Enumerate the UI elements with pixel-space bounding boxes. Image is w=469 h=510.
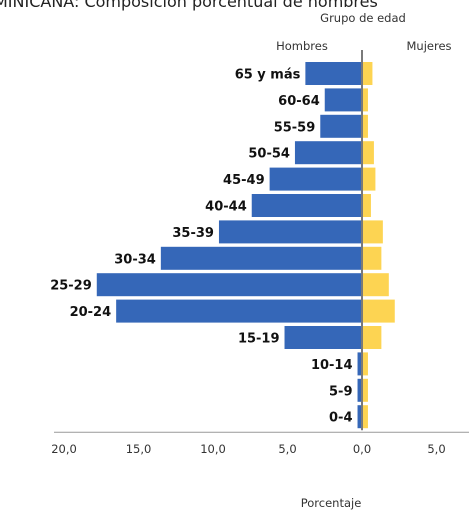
bar-hombres-13	[357, 405, 362, 429]
bar-hombres-10	[284, 326, 362, 349]
category-label-8: 25-29	[50, 279, 92, 294]
chart-subtitle: Grupo de edad	[320, 11, 406, 25]
bar-hombres-4	[269, 167, 362, 191]
category-label-12: 5-9	[329, 384, 353, 399]
category-label-1: 60-64	[278, 94, 320, 109]
bar-mujeres-6	[362, 220, 383, 244]
bar-hombres-0	[305, 62, 362, 85]
x-tick-labels-group: 20,0 15,0 10,0 5,0 0,0 5,0	[51, 442, 445, 456]
category-labels-group: 65 y más 60-64 55-59 50-54 45-49 40-44 35-39 30…	[50, 68, 352, 426]
bar-mujeres-4	[362, 167, 376, 191]
x-tick-label-3: 5,0	[278, 442, 296, 456]
bar-hombres-3	[294, 141, 362, 165]
bar-mujeres-1	[362, 88, 368, 112]
x-tick-label-5: 5,0	[427, 442, 445, 456]
category-label-5: 40-44	[205, 200, 247, 215]
bar-mujeres-0	[362, 62, 373, 85]
bar-hombres-12	[357, 378, 362, 402]
bar-hombres-11	[357, 352, 362, 376]
bar-mujeres-11	[362, 352, 368, 376]
bar-mujeres-12	[362, 378, 368, 402]
bar-mujeres-2	[362, 114, 368, 138]
bar-mujeres-10	[362, 326, 382, 349]
x-tick-label-0: 20,0	[51, 442, 77, 456]
category-label-10: 15-19	[238, 332, 280, 347]
bar-hombres-2	[320, 114, 362, 138]
bar-hombres-1	[324, 88, 362, 112]
category-label-0: 65 y más	[235, 68, 301, 83]
bar-mujeres-8	[362, 273, 389, 297]
bars-group	[96, 62, 395, 429]
x-tick-label-1: 15,0	[126, 442, 152, 456]
bar-hombres-6	[218, 220, 362, 244]
chart-title: MINICANA: Composición porcentual de homb…	[0, 0, 378, 11]
category-label-3: 50-54	[248, 147, 290, 162]
bar-mujeres-3	[362, 141, 374, 165]
bar-mujeres-13	[362, 405, 368, 429]
x-axis-title: Porcentaje	[301, 496, 362, 510]
category-label-9: 20-24	[70, 305, 112, 320]
bar-hombres-8	[96, 273, 362, 297]
legend-label-hombres: Hombres	[276, 39, 328, 53]
bar-hombres-7	[160, 246, 362, 270]
bar-mujeres-9	[362, 299, 395, 323]
category-label-2: 55-59	[274, 120, 316, 135]
category-label-11: 10-14	[311, 358, 353, 373]
bar-hombres-5	[251, 194, 362, 217]
bar-mujeres-5	[362, 194, 371, 217]
category-label-13: 0-4	[329, 411, 353, 426]
category-label-4: 45-49	[223, 173, 265, 188]
bar-hombres-9	[116, 299, 363, 323]
x-tick-label-4: 0,0	[353, 442, 371, 456]
legend-label-mujeres: Mujeres	[406, 39, 451, 53]
x-tick-label-2: 10,0	[200, 442, 226, 456]
category-label-7: 30-34	[114, 252, 156, 267]
bar-mujeres-7	[362, 246, 382, 270]
category-label-6: 35-39	[172, 226, 214, 241]
